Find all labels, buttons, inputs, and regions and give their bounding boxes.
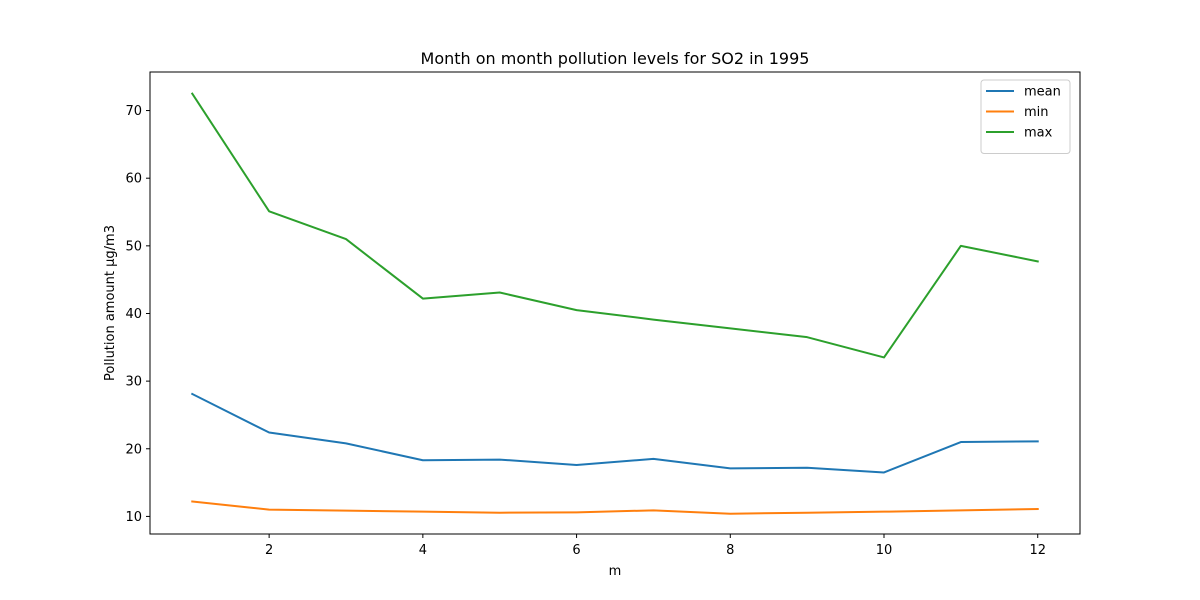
series-layer [190, 92, 1039, 515]
x-tick-label: 2 [265, 543, 273, 558]
y-axis: 10 20 30 40 50 60 70 [125, 104, 150, 525]
legend-label-mean: mean [1024, 85, 1061, 100]
y-tick-label: 50 [125, 239, 142, 254]
legend-box [980, 79, 1071, 154]
y-tick-label: 20 [125, 442, 142, 457]
x-axis: 2 4 6 8 10 12 [265, 534, 1046, 558]
x-tick-label: 12 [1029, 543, 1046, 558]
legend: mean min max [980, 79, 1071, 154]
x-tick-label: 8 [726, 543, 734, 558]
x-tick-label: 4 [419, 543, 427, 558]
x-axis-label: m [609, 564, 622, 579]
legend-label-max: max [1024, 126, 1053, 141]
legend-label-min: min [1024, 105, 1049, 120]
x-tick-label: 6 [572, 543, 580, 558]
y-tick-label: 40 [125, 307, 142, 322]
x-tick-label: 10 [876, 543, 893, 558]
chart-title: Month on month pollution levels for SO2 … [421, 49, 810, 68]
series-line-mean [190, 392, 1039, 474]
series-line-max [190, 92, 1039, 359]
y-tick-label: 60 [125, 172, 142, 187]
y-tick-label: 10 [125, 510, 142, 525]
plot-frame [149, 71, 1081, 535]
y-tick-label: 70 [125, 104, 142, 119]
series-line-min [191, 500, 1039, 515]
y-axis-label: Pollution amount μg/m3 [103, 225, 118, 381]
y-tick-label: 30 [125, 375, 142, 390]
